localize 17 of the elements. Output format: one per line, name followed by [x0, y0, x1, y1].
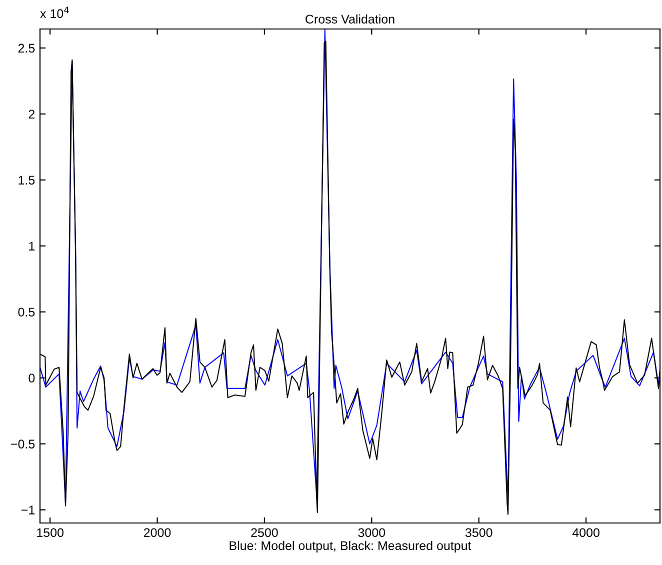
y-tick-label: 1 — [29, 242, 35, 250]
x-axis-title: Blue: Model output, Black: Measured output — [230, 540, 472, 553]
y-tick-label: −0.5 — [11, 440, 35, 448]
chart-title: Cross Validation — [306, 14, 394, 24]
x-tick-label: 4000 — [572, 528, 600, 538]
x-tick-label: 1500 — [37, 528, 64, 538]
x-tick-label: 3000 — [358, 528, 386, 538]
y-tick-label: 2 — [28, 110, 35, 118]
x-tick-label: 2000 — [144, 528, 171, 538]
x-tick-label: 2500 — [251, 528, 278, 538]
y-tick-label: −1 — [22, 506, 35, 514]
x-tick-label: 3500 — [465, 528, 492, 538]
y-tick-label: 1.5 — [18, 176, 35, 185]
y-tick-label: 0.5 — [18, 308, 35, 317]
text: x 10$^{4}$ — [40, 6, 69, 18]
y-tick-label: 0 — [28, 374, 35, 383]
y-tick-label: 2.5 — [18, 44, 35, 53]
